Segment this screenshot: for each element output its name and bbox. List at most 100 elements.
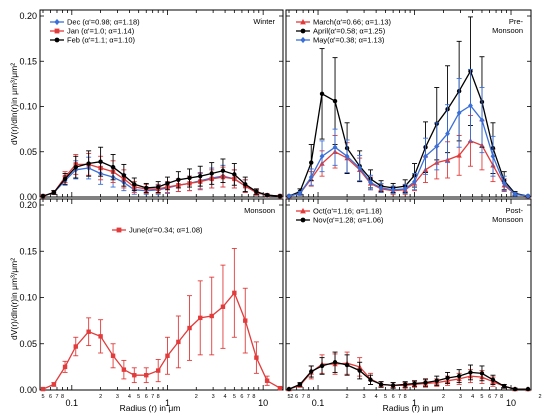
series-line bbox=[288, 104, 529, 197]
legend-label: June(α'=0.34; α=1.08) bbox=[129, 226, 203, 235]
x-major-tick-label: 10 bbox=[506, 398, 516, 408]
y-tick-label: 0.15 bbox=[19, 56, 37, 66]
marker-square bbox=[86, 329, 91, 334]
marker-circle bbox=[445, 375, 450, 381]
x-minor-tick-label: 5 bbox=[480, 394, 483, 400]
panel-title: Monsoon bbox=[492, 215, 523, 224]
marker-square bbox=[198, 315, 203, 321]
marker-circle bbox=[277, 193, 283, 199]
marker-circle bbox=[297, 382, 303, 387]
series-line bbox=[288, 140, 529, 197]
legend-entry: Dec (α'=0.98; α=1.18) bbox=[50, 18, 140, 27]
x-minor-tick-label: 7 bbox=[398, 394, 401, 400]
x-major-tick-label: 0.1 bbox=[66, 398, 79, 408]
marker-triangle bbox=[456, 152, 462, 158]
marker-circle bbox=[402, 382, 408, 387]
marker-diamond bbox=[286, 193, 292, 199]
plot-frame bbox=[285, 9, 532, 198]
x-minor-tick-label: 4 bbox=[128, 394, 131, 400]
marker-circle bbox=[423, 380, 428, 385]
legend-entry: Oct(α'=1.16; α=1.18) bbox=[296, 207, 382, 216]
marker-circle bbox=[176, 177, 181, 183]
legend-entry: May(α'=0.38; α=1.13) bbox=[296, 36, 385, 45]
marker-square bbox=[156, 368, 161, 373]
marker-circle bbox=[132, 182, 137, 187]
y-tick-label: 0.20 bbox=[19, 200, 37, 210]
marker-diamond bbox=[297, 190, 303, 197]
marker-diamond bbox=[512, 191, 518, 198]
y-tick-label: 0.10 bbox=[19, 293, 37, 303]
legend-entry: April(α'=0.58; α=1.25) bbox=[296, 27, 386, 36]
marker-diamond bbox=[445, 130, 450, 137]
panel-title: Pre- bbox=[509, 17, 524, 26]
marker-square bbox=[116, 227, 122, 233]
marker-circle bbox=[187, 175, 192, 181]
marker-diamond bbox=[456, 109, 462, 116]
x-minor-tick-label: 3 bbox=[363, 394, 366, 400]
marker-diamond bbox=[378, 185, 384, 191]
x-minor-tick-label: 8 bbox=[404, 394, 407, 400]
x-minor-tick-label: 5 bbox=[384, 394, 387, 400]
legend-label: May(α'=0.38; α=1.13) bbox=[313, 36, 385, 45]
panel-bottom-right: 5 6 7 8 2 3 4 5 6 7 8 2 3 4 5 6 7 8 20.1 1 10Post-MonsoonOct… bbox=[285, 198, 542, 408]
marker-diamond bbox=[54, 18, 60, 26]
marker-circle bbox=[264, 192, 270, 198]
panel-bottom-left: 0.000.050.100.150.205 6 7 8 2 3 4 5 6 7 8 2 3 4 5 6 7 8 20… bbox=[19, 198, 293, 408]
marker-circle bbox=[378, 382, 384, 387]
marker-circle bbox=[525, 386, 531, 392]
marker-diamond bbox=[319, 153, 325, 160]
marker-circle bbox=[502, 384, 507, 389]
series-2 bbox=[286, 68, 531, 199]
marker-circle bbox=[51, 190, 57, 195]
marker-circle bbox=[479, 371, 485, 376]
x-minor-tick-label: 6 bbox=[488, 394, 491, 400]
legend-entry: Feb (α'=1.1; α=1.10) bbox=[50, 36, 136, 45]
plot-frame bbox=[39, 198, 284, 391]
x-minor-tick-label: 8 bbox=[252, 394, 255, 400]
marker-circle bbox=[62, 176, 68, 182]
x-minor-tick-label: 4 bbox=[375, 394, 378, 400]
marker-diamond bbox=[525, 193, 531, 199]
x-minor-tick-label: 3 bbox=[459, 394, 462, 400]
marker-circle bbox=[165, 181, 170, 186]
x-minor-tick-label: 6 bbox=[145, 394, 148, 400]
marker-circle bbox=[156, 184, 161, 190]
marker-circle bbox=[254, 189, 259, 194]
marker-circle bbox=[368, 377, 373, 383]
x-major-tick-label: 1 bbox=[165, 398, 170, 408]
marker-circle bbox=[490, 377, 496, 383]
marker-square bbox=[187, 325, 192, 331]
series-line bbox=[288, 361, 528, 390]
marker-square bbox=[121, 367, 127, 372]
marker-circle bbox=[286, 386, 292, 392]
marker-square bbox=[62, 364, 68, 370]
marker-circle bbox=[300, 217, 306, 223]
panel-title: Monsoon bbox=[492, 26, 523, 35]
marker-diamond bbox=[490, 153, 496, 160]
y-tick-label: 0.05 bbox=[19, 147, 37, 157]
x-major-tick-label: 10 bbox=[258, 398, 268, 408]
series-1 bbox=[286, 351, 531, 392]
x-minor-tick-label: 7 bbox=[302, 394, 305, 400]
legend-entry: Jan (α'=1.0; α=1.14) bbox=[50, 27, 135, 36]
marker-diamond bbox=[357, 165, 363, 171]
series-line bbox=[42, 291, 281, 390]
marker-circle bbox=[309, 160, 314, 165]
x-minor-tick-label: 2 bbox=[346, 394, 349, 400]
marker-circle bbox=[434, 378, 439, 383]
legend-label: Dec (α'=0.98; α=1.18) bbox=[67, 18, 140, 27]
marker-circle bbox=[209, 171, 214, 176]
marker-square bbox=[73, 344, 78, 349]
marker-circle bbox=[344, 362, 350, 368]
x-minor-tick-label: 7 bbox=[247, 394, 250, 400]
marker-square bbox=[165, 353, 170, 358]
x-minor-tick-label: 6 bbox=[240, 394, 243, 400]
marker-circle bbox=[86, 161, 91, 166]
panel-title: Post- bbox=[505, 206, 523, 215]
x-minor-tick-label: 4 bbox=[224, 394, 227, 400]
y-tick-label: 0.15 bbox=[19, 246, 37, 256]
x-minor-tick-label: 6 bbox=[392, 394, 395, 400]
marker-square bbox=[98, 334, 103, 339]
marker-circle bbox=[468, 370, 473, 375]
marker-triangle bbox=[300, 207, 306, 214]
